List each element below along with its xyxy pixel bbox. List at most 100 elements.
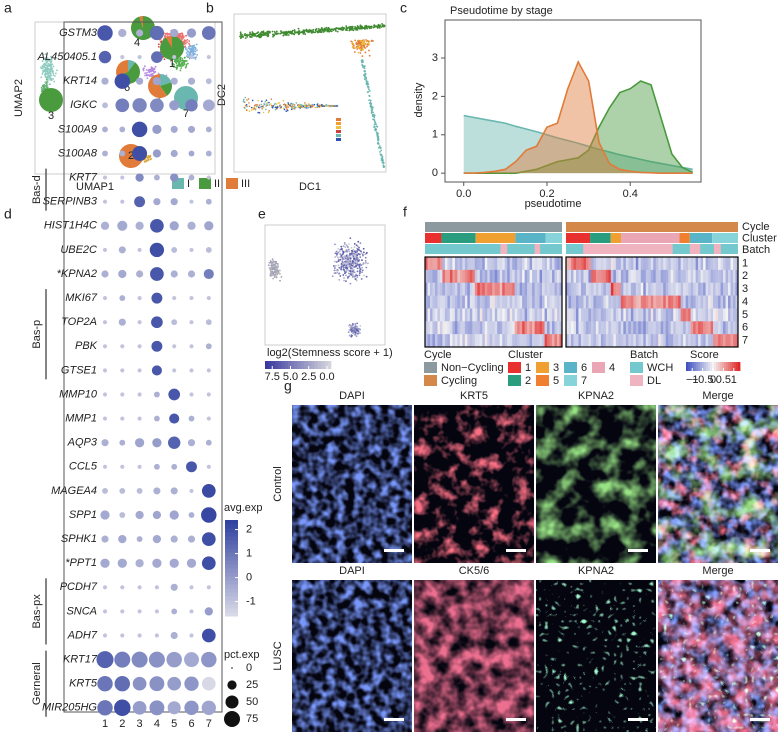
cell-point (265, 109, 267, 111)
cell-point (372, 27, 374, 29)
heatmap-cell (495, 334, 498, 347)
heatmap-cell (608, 334, 611, 347)
legend-swatch (508, 362, 521, 373)
heatmap-cell (576, 334, 579, 347)
cell-point (287, 110, 289, 112)
cell-point (294, 29, 296, 31)
cell-point (182, 35, 184, 37)
heatmap-cell (482, 308, 485, 321)
cell-point (318, 30, 320, 32)
heatmap-cell (497, 308, 500, 321)
cell-point (240, 34, 242, 36)
heatmap-cell (530, 270, 533, 283)
heatmap-cell (440, 257, 443, 270)
cell-point (357, 330, 359, 332)
heatmap-cell (588, 334, 591, 347)
legend-label: WCH (647, 362, 673, 374)
cell-point (366, 46, 368, 48)
cell-point (368, 41, 370, 43)
heatmap-cell (447, 283, 450, 296)
cell-point (352, 323, 354, 325)
heatmap-cell (470, 270, 473, 283)
cell-point (359, 272, 361, 274)
cell-point (340, 255, 342, 257)
heatmap-cell (698, 321, 701, 334)
heatmap-cell (430, 270, 433, 283)
cell-point (251, 107, 253, 109)
cell-point (357, 270, 359, 272)
heatmap-cell (460, 308, 463, 321)
cell-point (270, 262, 272, 264)
cell-point (275, 273, 277, 275)
cell-point (152, 73, 154, 75)
cell-point (275, 262, 277, 264)
cell-point (367, 86, 369, 88)
heatmap-cell (515, 257, 518, 270)
cell-point (176, 59, 178, 61)
expression-dot (189, 489, 193, 493)
heatmap-cell (641, 257, 644, 270)
heatmap-cell (596, 334, 599, 347)
expression-dot (138, 344, 142, 348)
heatmap-cell (708, 296, 711, 309)
heatmap-cell (618, 283, 621, 296)
gene-label: GSTM3 (59, 27, 98, 39)
expression-dot (207, 417, 211, 421)
expression-dot (189, 368, 193, 372)
cell-point (377, 142, 379, 144)
heatmap-cell (688, 283, 691, 296)
cell-point (306, 30, 308, 32)
heatmap-cell (643, 270, 646, 283)
heatmap-cell (653, 257, 656, 270)
cell-point (256, 104, 258, 106)
cell-point (259, 112, 261, 114)
row-label: 3 (742, 283, 748, 295)
size-key-label: 25 (246, 679, 258, 691)
cell-point (354, 329, 356, 331)
heatmap-cell (573, 283, 576, 296)
cell-point (279, 270, 281, 272)
expression-dot (168, 701, 181, 714)
expression-dot (103, 344, 107, 348)
heatmap-cell (435, 308, 438, 321)
colorbar-step (305, 361, 309, 369)
annotation-cell (566, 222, 738, 232)
heatmap-cell (477, 334, 480, 347)
colorbar-step (225, 592, 238, 597)
cell-point (355, 251, 357, 253)
group-label: Bas-p (31, 320, 43, 349)
heatmap-cell (696, 270, 699, 283)
cell-point (369, 27, 371, 29)
heatmap-cell (517, 257, 520, 270)
heatmap-cell (427, 321, 430, 334)
heatmap-cell (721, 270, 724, 283)
heatmap-cell (557, 283, 560, 296)
heatmap-cell (465, 270, 468, 283)
cell-point (374, 25, 376, 27)
cell-point (337, 256, 339, 258)
heatmap-cell (696, 321, 699, 334)
expression-dot (101, 78, 108, 85)
panel-label: g (284, 378, 292, 394)
heatmap-cell (510, 270, 513, 283)
cell-point (351, 29, 353, 31)
cell-point (364, 52, 366, 54)
expression-dot (155, 633, 159, 637)
cell-point (180, 35, 182, 37)
colorbar-step (315, 361, 319, 369)
cell-point (249, 36, 251, 38)
cell-point (346, 244, 348, 246)
cell-point (312, 104, 314, 106)
gene-label: KRT7 (69, 172, 98, 184)
heatmap-cell (475, 308, 478, 321)
cell-point (372, 118, 374, 120)
heatmap-cell (440, 334, 443, 347)
heatmap-cell (495, 296, 498, 309)
heatmap-cell (500, 296, 503, 309)
cell-point (187, 54, 189, 56)
heatmap-cell (713, 270, 716, 283)
heatmap-cell (517, 321, 520, 334)
heatmap-cell (547, 296, 550, 309)
heatmap-cell (573, 257, 576, 270)
heatmap-cell (631, 296, 634, 309)
